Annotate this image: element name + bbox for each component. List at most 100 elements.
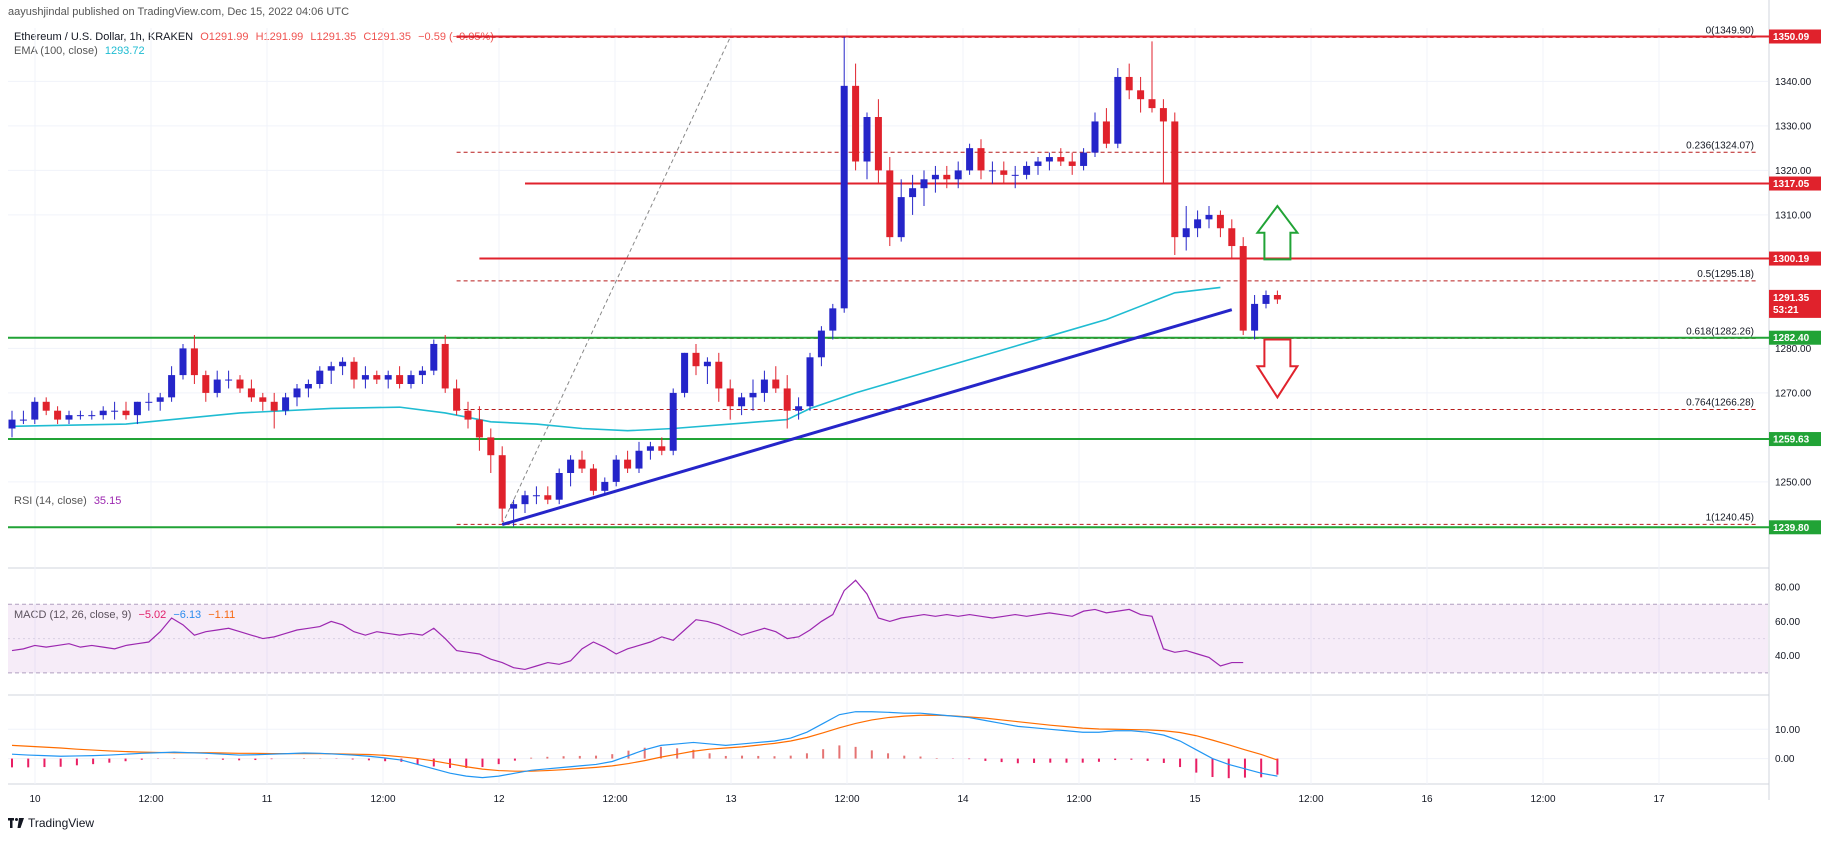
macd-legend: MACD (12, 26, close, 9) −5.02 −6.13 −1.1… [14,609,235,621]
candle-body [111,410,119,412]
candle-body [122,410,130,416]
trend-line [501,308,1233,527]
x-tick-label: 12:00 [834,794,859,805]
tradingview-logo[interactable]: TradingView [8,816,94,830]
fib-level-label: 0(1349.90) [1706,25,1754,36]
rsi-label: RSI (14, close) [14,495,87,507]
candle-body [692,352,700,367]
candle-body [247,388,255,398]
close-value: C1291.35 [363,31,412,43]
candle-body [1205,214,1213,220]
candle-body [646,446,654,451]
macd-hist-value: −5.02 [138,609,167,621]
candle-body [852,85,860,162]
candle-body [806,357,814,407]
change-value: −0.59 (−0.05%) [418,31,494,43]
candle-body [1148,99,1156,109]
candle-body [213,379,221,393]
candle-body [1057,157,1065,162]
symbol-title: Ethereum / U.S. Dollar, 1h, KRAKEN [14,31,194,43]
candle-body [293,388,301,398]
candle-body [1262,295,1270,304]
price-tick-label: 1270.00 [1775,388,1812,399]
candle-body [236,379,244,389]
low-value: L1291.35 [310,31,357,43]
x-tick-label: 16 [1421,794,1433,805]
candle-body [31,401,39,420]
candle-body [1045,157,1053,162]
candle-body [1159,108,1167,122]
fib-level-label: 1(1240.45) [1706,512,1754,523]
candle-body [339,361,347,367]
candle-body [8,419,16,429]
candle-body [225,379,233,381]
candle-body [464,410,472,420]
symbol-legend: Ethereum / U.S. Dollar, 1h, KRAKEN O1291… [14,31,494,43]
candle-body [954,170,962,180]
level-tag: 1350.09 [1773,32,1810,43]
candle-body [179,348,187,376]
candle-body [567,459,575,473]
candle-body [624,459,632,469]
candle-body [1251,303,1259,331]
level-tag: 1259.63 [1773,435,1810,446]
publisher-line: aayushjindal published on TradingView.co… [8,6,350,18]
candle-body [1080,152,1088,166]
candle-body [555,473,563,500]
candle-body [407,375,415,384]
candle-body [396,375,404,384]
level-tag: 1282.40 [1773,333,1810,344]
level-tag-bg [1769,520,1821,535]
candle-body [453,388,461,411]
candle-body [532,495,540,497]
macd-signal-value: −1.11 [208,609,236,621]
candle-body [601,481,609,491]
candle-body [418,370,426,376]
candle-body [1228,228,1236,247]
high-value: H1291.99 [255,31,304,43]
candle-body [1239,246,1247,331]
candle-body [1216,214,1224,229]
candle-body [327,366,335,371]
candle-body [42,401,50,411]
x-tick-label: 12:00 [1298,794,1323,805]
candle-body [316,370,324,384]
open-value: O1291.99 [200,31,249,43]
level-tag: 1317.05 [1773,179,1810,190]
candle-body [202,375,210,393]
candle-body [190,348,198,376]
x-tick-label: 15 [1189,794,1201,805]
x-tick-label: 12:00 [370,794,395,805]
candle-body [259,397,267,402]
brand-label: TradingView [28,816,95,830]
price-tick-label: 1280.00 [1775,344,1812,355]
price-tick-label: 1340.00 [1775,77,1812,88]
candle-body [920,179,928,189]
x-tick-label: 12:00 [1066,794,1091,805]
candle-body [703,361,711,367]
macd-signal-line [11,714,1278,772]
macd-tick-label: 0.00 [1775,754,1795,765]
candle-body [361,375,369,380]
level-tag-bg [1769,330,1821,345]
candle-body [760,379,768,393]
candle-body [1125,76,1133,91]
candle-body [156,397,164,402]
candle-body [783,388,791,411]
price-tick-label: 1320.00 [1775,166,1812,177]
candle-body [1273,295,1281,300]
candle-body [1171,121,1179,238]
candle-body [475,419,483,438]
candle-body [270,401,278,411]
candle-body [874,117,882,171]
candle-body [931,174,939,180]
candle-body [669,392,677,451]
down-arrow-icon [1255,338,1300,400]
candle-body [943,174,951,180]
ema-value: 1293.72 [104,45,145,57]
candle-body [65,415,73,420]
candle-body [1182,228,1190,238]
candle-body [1194,219,1202,229]
rsi-legend: RSI (14, close) 35.15 [14,495,121,507]
